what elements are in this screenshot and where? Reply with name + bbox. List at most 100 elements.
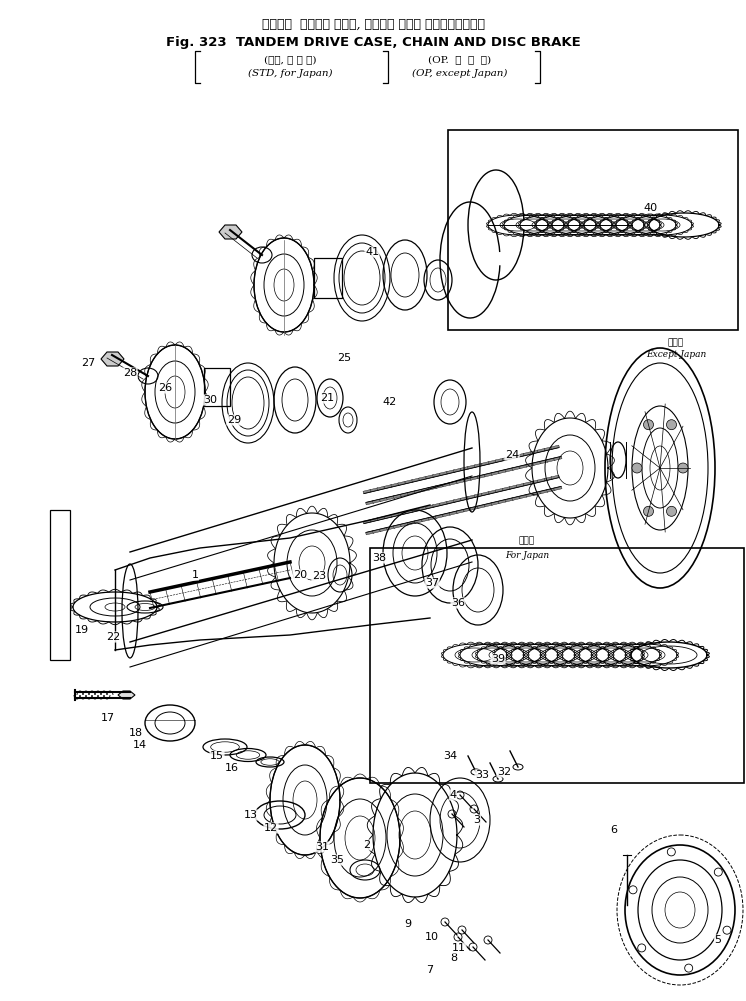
Polygon shape [456, 510, 465, 514]
Polygon shape [498, 469, 507, 473]
Polygon shape [484, 472, 492, 477]
Text: 37: 37 [425, 578, 439, 588]
Polygon shape [516, 483, 524, 487]
Text: 27: 27 [81, 358, 95, 368]
Polygon shape [372, 498, 381, 504]
Polygon shape [470, 476, 478, 480]
Circle shape [723, 926, 731, 934]
Text: 35: 35 [330, 855, 344, 865]
Text: 8: 8 [451, 953, 457, 963]
Polygon shape [428, 485, 436, 490]
Polygon shape [523, 451, 531, 455]
Polygon shape [407, 521, 416, 526]
Polygon shape [491, 471, 499, 475]
Polygon shape [377, 486, 385, 490]
Text: 26: 26 [158, 383, 172, 393]
Polygon shape [370, 487, 378, 492]
Text: 10: 10 [425, 932, 439, 942]
Bar [370, 548, 744, 783]
Polygon shape [481, 491, 489, 495]
Text: 34: 34 [443, 751, 457, 761]
Polygon shape [551, 445, 560, 449]
Polygon shape [489, 459, 497, 464]
Polygon shape [544, 446, 553, 451]
Polygon shape [449, 480, 457, 485]
Polygon shape [118, 691, 135, 699]
Polygon shape [407, 490, 416, 495]
Text: (OP, except Japan): (OP, except Japan) [413, 69, 508, 78]
Polygon shape [454, 468, 462, 472]
Polygon shape [530, 480, 539, 484]
Text: 39: 39 [491, 654, 505, 664]
Polygon shape [401, 492, 409, 496]
Polygon shape [495, 488, 504, 492]
Polygon shape [363, 520, 372, 524]
Polygon shape [537, 478, 545, 482]
Text: 36: 36 [451, 598, 465, 608]
Polygon shape [366, 531, 374, 535]
Polygon shape [366, 500, 374, 505]
Polygon shape [468, 464, 476, 469]
Polygon shape [384, 515, 392, 519]
Text: 18: 18 [129, 728, 143, 738]
Text: 40: 40 [644, 203, 658, 213]
Polygon shape [477, 474, 486, 478]
Bar [314, 258, 342, 298]
Text: 30: 30 [203, 395, 217, 405]
Polygon shape [447, 469, 455, 474]
Circle shape [715, 868, 722, 876]
Polygon shape [219, 225, 242, 239]
Text: 1: 1 [192, 570, 198, 580]
Polygon shape [495, 458, 504, 462]
Polygon shape [405, 479, 413, 483]
Circle shape [666, 419, 677, 429]
Polygon shape [380, 528, 388, 532]
Text: 13: 13 [244, 810, 258, 820]
Polygon shape [510, 454, 518, 459]
Polygon shape [386, 495, 395, 499]
Polygon shape [398, 512, 406, 516]
Polygon shape [391, 482, 399, 487]
Polygon shape [470, 506, 478, 511]
Bar [204, 368, 230, 406]
Polygon shape [516, 453, 524, 457]
Polygon shape [372, 529, 381, 534]
Polygon shape [419, 476, 427, 480]
Text: 19: 19 [75, 625, 89, 635]
Text: 14: 14 [133, 740, 147, 750]
Polygon shape [512, 496, 520, 500]
Polygon shape [533, 491, 541, 495]
Polygon shape [393, 525, 402, 529]
Polygon shape [474, 493, 483, 497]
Polygon shape [547, 487, 555, 492]
Text: 7: 7 [427, 965, 433, 975]
Polygon shape [386, 526, 395, 530]
Text: 33: 33 [475, 770, 489, 780]
Polygon shape [539, 489, 548, 493]
Text: 28: 28 [123, 368, 137, 378]
Polygon shape [554, 456, 562, 460]
Text: Fig. 323  TANDEM DRIVE CASE, CHAIN AND DISC BRAKE: Fig. 323 TANDEM DRIVE CASE, CHAIN AND DI… [166, 36, 580, 49]
Text: 海外向: 海外向 [668, 338, 684, 347]
Polygon shape [405, 510, 413, 514]
Text: 16: 16 [225, 763, 239, 773]
Polygon shape [505, 497, 513, 503]
Polygon shape [421, 518, 430, 522]
Polygon shape [377, 517, 385, 521]
Polygon shape [401, 523, 409, 527]
Text: 国内向: 国内向 [519, 536, 535, 545]
Polygon shape [491, 502, 499, 506]
Polygon shape [435, 515, 444, 519]
Polygon shape [398, 481, 406, 485]
Circle shape [668, 848, 675, 856]
Bar [448, 130, 738, 330]
Polygon shape [554, 486, 562, 490]
Polygon shape [391, 513, 399, 518]
Polygon shape [456, 479, 465, 483]
Text: 22: 22 [106, 632, 120, 642]
Circle shape [644, 507, 653, 517]
Text: 23: 23 [312, 571, 326, 581]
Polygon shape [449, 511, 457, 516]
Polygon shape [426, 474, 434, 478]
Polygon shape [518, 464, 527, 468]
